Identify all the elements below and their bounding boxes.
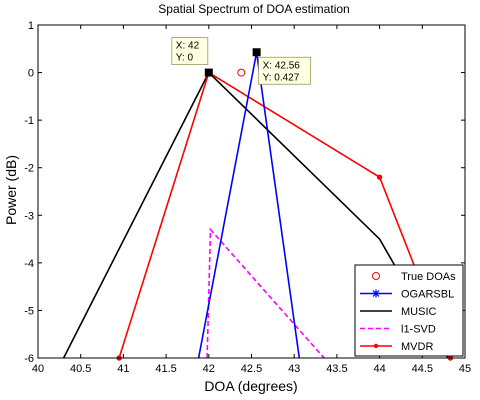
legend-label: MVDR <box>401 341 433 353</box>
x-tick-label: 43.5 <box>326 363 347 375</box>
legend-label: l1-SVD <box>401 324 436 336</box>
y-tick-label: -4 <box>24 258 34 270</box>
x-axis-label: DOA (degrees) <box>204 378 297 394</box>
x-tick-label: 40.5 <box>70 363 91 375</box>
legend: True DOAs OGARSBL MUSIC l1-SVD MVDR <box>354 264 464 357</box>
legend-label: True DOAs <box>401 271 456 283</box>
datatip-marker <box>204 68 213 77</box>
chart-title: Spatial Spectrum of DOA estimation <box>158 2 349 16</box>
datatip-box <box>258 56 312 85</box>
series-line-l1-svd <box>206 227 325 358</box>
data-point-true-doas <box>237 68 246 77</box>
datatip-x-label: X: 42.56 <box>263 60 301 71</box>
y-axis-label: Power (dB) <box>3 155 19 225</box>
tick-layer: 40 40.5 41 41.5 42 42.5 43 43.5 44 44.5 45 1 0 -1 -2 -3… <box>24 20 471 375</box>
datatip-y-label: Y: 0 <box>176 53 194 64</box>
y-tick-label: -1 <box>24 115 34 127</box>
x-tick-label: 41.5 <box>155 363 176 375</box>
x-tick-label: 42 <box>203 363 215 375</box>
datatip-box <box>171 37 209 65</box>
x-tick-label: 40 <box>32 363 44 375</box>
legend-marker <box>373 343 379 349</box>
y-tick-label: -2 <box>24 163 34 175</box>
x-tick-label: 41 <box>117 363 129 375</box>
legend-entry-mvdr: MVDR <box>360 341 433 353</box>
datatip-layer: X: 42Y: 0 X: 42.56Y: 0.427 <box>171 37 312 85</box>
x-tick-label: 45 <box>459 363 471 375</box>
y-tick-label: -5 <box>24 305 34 317</box>
legend-entry-true-doas: True DOAs <box>372 271 456 283</box>
x-tick-label: 43 <box>288 363 300 375</box>
datatip-y-label: Y: 0.427 <box>263 72 300 83</box>
x-tick-label: 44.5 <box>412 363 433 375</box>
legend-marker <box>372 289 380 298</box>
datatip-x-label: X: 42 <box>176 41 200 52</box>
x-tick-label: 42.5 <box>241 363 262 375</box>
legend-label: MUSIC <box>401 306 437 318</box>
datatip[interactable]: X: 42.56Y: 0.427 <box>252 48 312 85</box>
data-point-mvdr <box>376 174 383 180</box>
datatip-marker <box>252 48 261 57</box>
datatip[interactable]: X: 42Y: 0 <box>171 37 213 77</box>
y-tick-label: 0 <box>28 68 34 80</box>
legend-entry-l1-svd: l1-SVD <box>360 324 436 336</box>
legend-marker <box>372 272 380 280</box>
y-tick-label: -6 <box>24 353 34 365</box>
y-tick-label: -3 <box>24 210 34 222</box>
x-tick-label: 44 <box>373 363 385 375</box>
y-tick-label: 1 <box>28 20 34 32</box>
legend-label: OGARSBL <box>401 289 454 301</box>
legend-entry-music: MUSIC <box>360 306 437 318</box>
legend-entry-ogarsbl: OGARSBL <box>360 289 454 301</box>
